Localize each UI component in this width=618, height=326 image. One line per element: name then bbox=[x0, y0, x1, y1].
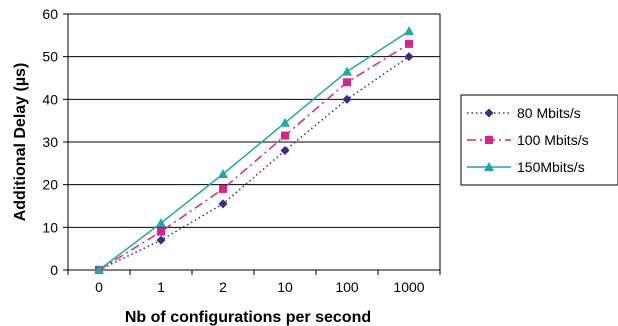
data-point-triangle bbox=[94, 265, 104, 274]
data-point-square bbox=[157, 227, 165, 236]
legend-label: 100 Mbits/s bbox=[517, 132, 589, 148]
data-point-triangle bbox=[484, 162, 494, 171]
series-layer bbox=[94, 26, 414, 275]
x-tick-label: 0 bbox=[95, 279, 103, 295]
legend: 80 Mbits/s 100 Mbits/s 150Mbits/s bbox=[460, 94, 618, 186]
data-point-square bbox=[405, 39, 413, 48]
x-tick-label: 2 bbox=[219, 279, 227, 295]
data-point-diamond bbox=[156, 235, 166, 245]
data-point-diamond bbox=[342, 94, 352, 104]
legend-label: 80 Mbits/s bbox=[517, 105, 581, 121]
legend-item-0: 80 Mbits/s bbox=[467, 105, 581, 121]
series-1 bbox=[95, 39, 413, 274]
axis-ticks: 0 10 20 30 40 50 60 0 1 2 10 100 1000 bbox=[42, 6, 441, 295]
data-point-diamond bbox=[218, 199, 228, 209]
legend-item-2: 150Mbits/s bbox=[467, 159, 585, 175]
series-line bbox=[98, 30, 410, 271]
legend-item-1: 100 Mbits/s bbox=[467, 132, 589, 148]
data-point-diamond bbox=[404, 52, 414, 62]
y-tick-label: 50 bbox=[42, 49, 58, 65]
data-point-square bbox=[343, 78, 351, 87]
series-0 bbox=[94, 52, 414, 275]
data-point-square bbox=[219, 184, 227, 193]
y-tick-label: 0 bbox=[50, 262, 58, 278]
data-point-square bbox=[485, 136, 493, 144]
data-point-triangle bbox=[280, 117, 290, 127]
y-tick-label: 30 bbox=[42, 134, 58, 150]
data-point-triangle bbox=[404, 26, 414, 36]
y-tick-label: 10 bbox=[42, 219, 58, 235]
data-point-triangle bbox=[156, 218, 166, 228]
y-tick-label: 40 bbox=[42, 91, 58, 107]
legend-label: 150Mbits/s bbox=[517, 159, 585, 175]
series-2 bbox=[94, 26, 414, 274]
x-tick-label: 10 bbox=[277, 279, 293, 295]
gridlines bbox=[68, 56, 440, 228]
x-tick-label: 1 bbox=[157, 279, 165, 295]
data-point-diamond bbox=[484, 108, 494, 118]
data-point-triangle bbox=[218, 169, 228, 178]
series-line bbox=[98, 43, 410, 271]
x-axis-title: Nb of configurations per second bbox=[125, 309, 371, 326]
data-point-triangle bbox=[342, 66, 352, 76]
data-point-diamond bbox=[280, 146, 290, 156]
data-point-square bbox=[281, 131, 289, 140]
x-tick-label: 1000 bbox=[393, 279, 424, 295]
y-tick-label: 60 bbox=[42, 6, 58, 22]
y-axis-title: Additional Delay (µs) bbox=[12, 63, 29, 222]
y-tick-label: 20 bbox=[42, 177, 58, 193]
series-line bbox=[98, 56, 410, 271]
x-tick-label: 100 bbox=[335, 279, 359, 295]
